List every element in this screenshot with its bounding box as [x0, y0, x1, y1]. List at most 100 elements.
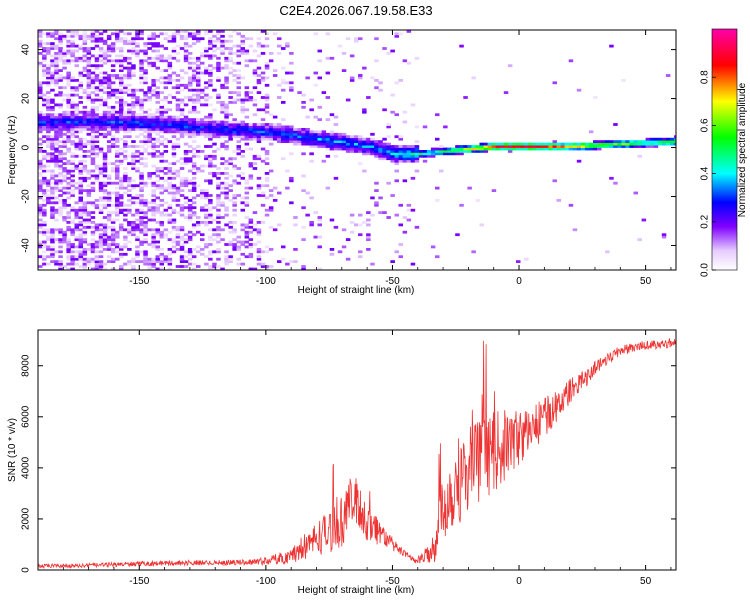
heatmap-cell — [135, 34, 140, 38]
heatmap-cell — [637, 238, 642, 241]
heatmap-cell — [511, 142, 517, 146]
heatmap-cell — [264, 103, 270, 107]
heatmap-cell — [281, 125, 286, 129]
heatmap-cell — [317, 142, 322, 146]
heatmap-cell — [552, 147, 557, 151]
heatmap-cell — [248, 162, 254, 165]
heatmap-cell — [629, 140, 634, 143]
heatmap-cell — [151, 118, 156, 121]
heatmap-cell — [98, 81, 104, 85]
heatmap-cell — [532, 147, 537, 151]
heatmap-cell — [175, 44, 181, 48]
heatmap-cell — [240, 223, 245, 227]
heatmap-cell — [212, 154, 217, 158]
heatmap-cell — [135, 52, 140, 55]
heatmap-cell — [155, 49, 160, 53]
heatmap-cell — [159, 140, 164, 143]
heatmap-cell — [455, 152, 460, 156]
heatmap-cell — [358, 162, 363, 165]
heatmap-cell — [191, 135, 197, 139]
heatmap-cell — [475, 145, 480, 148]
heatmap-cell — [187, 206, 193, 210]
heatmap-cell — [54, 262, 59, 266]
heatmap-cell — [370, 132, 375, 136]
heatmap-cell — [394, 250, 399, 254]
heatmap-cell — [163, 98, 169, 102]
heatmap-cell — [58, 194, 63, 197]
heatmap-cell — [147, 115, 152, 119]
heatmap-cell — [212, 34, 217, 38]
heatmap-cell — [382, 137, 387, 141]
heatmap-cell — [127, 221, 132, 224]
heatmap-cell — [127, 42, 132, 45]
heatmap-cell — [167, 123, 173, 126]
heatmap-cell — [151, 152, 156, 156]
heatmap-cell — [220, 162, 225, 165]
heatmap-cell — [58, 115, 63, 119]
heatmap-cell — [42, 135, 47, 139]
heatmap-cell — [240, 39, 245, 43]
heatmap-cell — [110, 115, 116, 119]
heatmap-cell — [155, 169, 160, 173]
heatmap-cell — [208, 159, 213, 163]
heatmap-cell — [374, 37, 379, 41]
heatmap-cell — [42, 221, 47, 224]
heatmap-cell — [244, 201, 250, 205]
heatmap-cell — [378, 140, 383, 143]
heatmap-cell — [637, 142, 642, 146]
heatmap-cell — [232, 118, 237, 121]
heatmap-cell — [94, 199, 100, 202]
heatmap-cell — [163, 167, 169, 170]
heatmap-cell — [528, 142, 533, 146]
heatmap-cell — [232, 44, 237, 48]
heatmap-cell — [483, 150, 489, 153]
heatmap-cell — [159, 118, 164, 121]
heatmap-cell — [115, 164, 120, 168]
heatmap-cell — [123, 110, 128, 114]
heatmap-cell — [42, 115, 47, 119]
heatmap-cell — [609, 44, 614, 48]
heatmap-cell — [127, 230, 132, 234]
heatmap-cell — [106, 176, 112, 180]
heatmap-cell — [171, 184, 177, 188]
heatmap-cell — [42, 167, 47, 170]
heatmap-cell — [171, 96, 177, 99]
heatmap-cell — [204, 66, 209, 70]
heatmap-cell — [406, 145, 412, 148]
heatmap-cell — [285, 169, 290, 173]
heatmap-cell — [78, 34, 83, 38]
heatmap-cell — [143, 157, 148, 161]
heatmap-cell — [54, 115, 59, 119]
heatmap-cell — [70, 101, 75, 104]
heatmap-cell — [131, 113, 136, 117]
heatmap-cell — [301, 135, 306, 139]
heatmap-cell — [86, 211, 92, 214]
heatmap-cell — [143, 79, 148, 82]
heatmap-cell — [159, 248, 164, 251]
heatmap-cell — [216, 93, 221, 97]
heatmap-cell — [507, 142, 513, 146]
heatmap-cell — [155, 86, 160, 90]
heatmap-cell — [179, 203, 185, 207]
heatmap-cell — [58, 145, 63, 148]
heatmap-cell — [179, 34, 185, 38]
heatmap-cell — [200, 132, 205, 136]
heatmap-cell — [212, 250, 217, 254]
heatmap-cell — [665, 137, 671, 141]
heatmap-cell — [641, 142, 647, 146]
heatmap-cell — [78, 211, 83, 214]
heatmap-cell — [62, 199, 67, 202]
heatmap-cell — [467, 186, 472, 190]
heatmap-cell — [131, 184, 136, 188]
heatmap-cell — [78, 250, 83, 254]
heatmap-cell — [102, 61, 108, 65]
heatmap-cell — [175, 74, 181, 77]
heatmap-cell — [78, 120, 83, 124]
heatmap-cell — [90, 98, 96, 102]
heatmap-cell — [82, 59, 88, 63]
heatmap-cell — [256, 54, 262, 58]
heatmap-cell — [244, 245, 250, 249]
heatmap-cell — [216, 199, 221, 202]
heatmap-cell — [613, 140, 618, 143]
heatmap-cell — [123, 32, 128, 36]
